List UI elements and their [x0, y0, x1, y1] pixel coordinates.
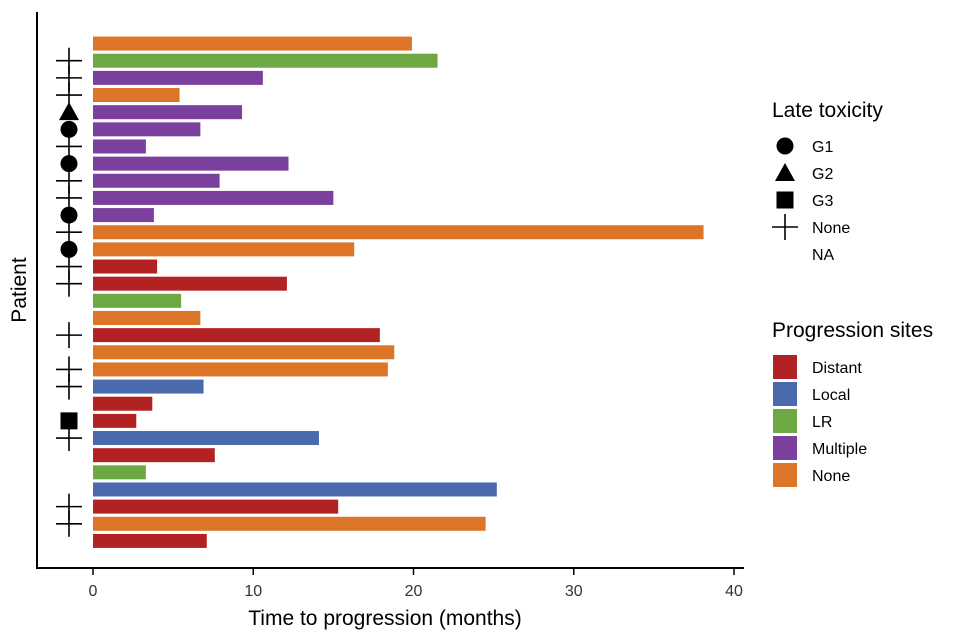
legend-label-toxicity-g1: G1: [812, 139, 833, 156]
toxicity-marker-patient-23: [60, 412, 78, 430]
toxicity-marker-patient-24: [56, 425, 82, 452]
legend-label-site-multiple: Multiple: [812, 441, 867, 458]
x-tick-label-0: 0: [89, 583, 98, 600]
legend-label-toxicity-none: None: [812, 220, 850, 237]
legend-swatch-lr: [773, 409, 797, 433]
legend-swatch-multiple: [773, 436, 797, 460]
toxicity-marker-patient-11: [60, 206, 78, 224]
bar-patient-2: [93, 53, 438, 68]
legend-title-progression-sites: Progression sites: [772, 319, 933, 342]
legend-label-site-local: Local: [812, 387, 850, 404]
bar-patient-28: [93, 499, 339, 514]
toxicity-markers-layer: [56, 47, 82, 537]
legend-label-site-distant: Distant: [812, 360, 862, 377]
bar-patient-15: [93, 276, 287, 291]
bar-patient-29: [93, 516, 486, 531]
bar-patient-22: [93, 396, 153, 411]
legend-label-toxicity-g3: G3: [812, 193, 833, 210]
bar-patient-8: [93, 156, 289, 171]
bar-patient-26: [93, 465, 146, 480]
legend-progression-sites: Progression sites Distant Local LR Multiple…: [772, 319, 933, 487]
bar-patient-30: [93, 533, 207, 548]
legend-title-late-toxicity: Late toxicity: [772, 99, 883, 122]
bars-layer: [93, 36, 704, 548]
bar-patient-24: [93, 431, 319, 446]
x-tick-label-10: 10: [244, 583, 262, 600]
legend-swatch-local: [773, 382, 797, 406]
x-tick-label-40: 40: [725, 583, 743, 600]
bar-patient-21: [93, 379, 204, 394]
bar-patient-20: [93, 362, 388, 377]
bar-patient-6: [93, 122, 201, 137]
bar-patient-23: [93, 413, 137, 428]
toxicity-marker-patient-29: [56, 510, 82, 537]
x-axis-ticks: 0 10 20 30 40: [89, 568, 743, 600]
square-icon: [776, 191, 794, 209]
bar-patient-7: [93, 139, 146, 154]
bar-patient-19: [93, 345, 395, 360]
bar-patient-16: [93, 293, 182, 308]
bar-patient-27: [93, 482, 497, 497]
bar-patient-3: [93, 70, 263, 85]
plus-icon: [772, 214, 798, 240]
bar-patient-11: [93, 208, 154, 223]
y-axis-title: Patient: [8, 257, 31, 323]
legend-swatch-distant: [773, 355, 797, 379]
legend-label-site-lr: LR: [812, 414, 832, 431]
bar-patient-25: [93, 448, 215, 463]
toxicity-marker-patient-8: [60, 155, 78, 173]
bar-patient-12: [93, 225, 704, 240]
x-axis-title: Time to progression (months): [248, 607, 521, 630]
toxicity-marker-patient-21: [56, 373, 82, 400]
bar-patient-17: [93, 310, 201, 325]
triangle-icon: [775, 163, 795, 181]
x-tick-label-30: 30: [565, 583, 583, 600]
x-tick-label-20: 20: [405, 583, 423, 600]
circle-icon: [776, 137, 794, 155]
bar-patient-9: [93, 173, 220, 188]
bar-patient-5: [93, 105, 243, 120]
legend-swatch-none: [773, 463, 797, 487]
bar-patient-18: [93, 328, 380, 343]
toxicity-marker-patient-15: [56, 270, 82, 297]
toxicity-marker-patient-13: [60, 240, 78, 258]
bar-patient-13: [93, 242, 355, 257]
bar-patient-4: [93, 88, 180, 103]
bar-patient-10: [93, 190, 334, 205]
toxicity-marker-patient-5: [59, 102, 79, 121]
toxicity-marker-patient-6: [60, 120, 78, 138]
legend-label-toxicity-na: NA: [812, 247, 835, 264]
bar-patient-14: [93, 259, 158, 274]
toxicity-marker-patient-18: [56, 322, 82, 349]
bar-patient-1: [93, 36, 412, 51]
legend-label-site-none: None: [812, 468, 850, 485]
legend-label-toxicity-g2: G2: [812, 166, 833, 183]
legend-late-toxicity: Late toxicity G1 G2 G3 None NA: [772, 99, 883, 264]
